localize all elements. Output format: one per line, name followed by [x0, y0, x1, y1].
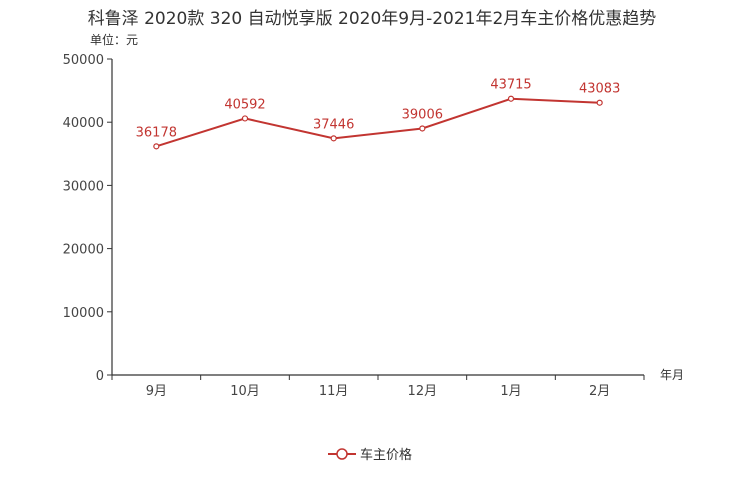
- legend-label[interactable]: 车主价格: [360, 447, 412, 463]
- legend-marker-icon: [336, 448, 348, 460]
- y-tick-label: 30000: [63, 179, 104, 194]
- x-tick-label: 12月: [408, 384, 438, 399]
- data-label: 37446: [313, 117, 354, 132]
- data-label: 43083: [579, 82, 620, 97]
- data-point[interactable]: [419, 125, 426, 132]
- data-point[interactable]: [153, 143, 160, 150]
- chart-ticks: 0 10000 20000 30000 40000 50000 9月 10月 11月 12月 1月 2…: [63, 53, 684, 399]
- data-label: 36178: [136, 125, 177, 140]
- data-label: 39006: [402, 107, 443, 122]
- x-tick-label: 10月: [230, 384, 260, 399]
- data-point[interactable]: [330, 135, 337, 142]
- series-line: [156, 97, 600, 148]
- y-axis-unit-label: 单位：元: [90, 33, 139, 47]
- chart-data-labels: 36178 40592 37446 39006 43715 43083: [136, 78, 621, 141]
- x-tick-label: 2月: [589, 384, 610, 399]
- data-label: 43715: [490, 78, 531, 93]
- y-tick-label: 50000: [63, 53, 104, 68]
- data-point[interactable]: [241, 115, 249, 122]
- y-tick-label: 10000: [63, 306, 104, 321]
- data-point[interactable]: [596, 99, 603, 106]
- data-label: 40592: [224, 97, 265, 112]
- x-tick-label: 11月: [319, 384, 349, 399]
- x-tick-label: 9月: [146, 384, 167, 399]
- data-point[interactable]: [507, 95, 515, 102]
- y-tick-label: 0: [96, 369, 104, 384]
- chart-series: [153, 95, 603, 150]
- chart-axes: [111, 59, 644, 376]
- y-tick-label: 20000: [63, 243, 104, 258]
- y-tick-label: 40000: [63, 116, 104, 131]
- x-axis-name: 年月: [660, 368, 684, 382]
- chart-legend[interactable]: 车主价格: [328, 447, 412, 463]
- x-tick-label: 1月: [500, 384, 521, 399]
- chart-title: 科鲁泽 2020款 320 自动悦享版 2020年9月-2021年2月车主价格优…: [87, 9, 657, 29]
